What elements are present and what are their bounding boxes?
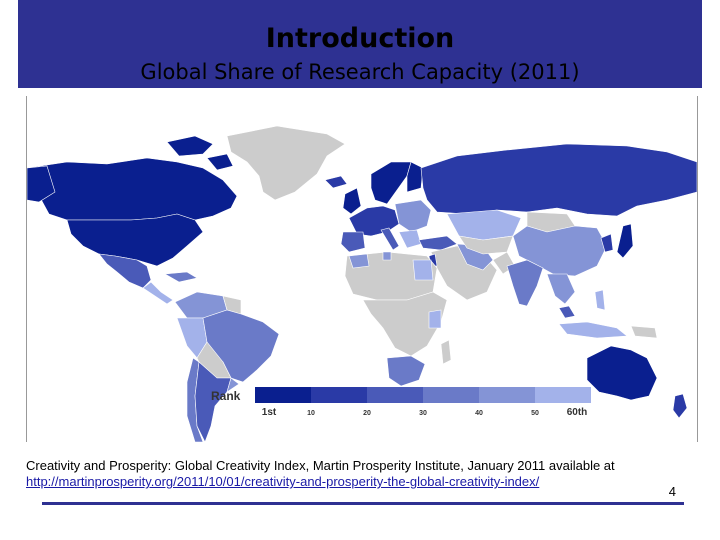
source-link[interactable]: http://martinprosperity.org/2011/10/01/c… (26, 474, 540, 489)
egypt (412, 259, 434, 281)
iceland (324, 175, 348, 189)
kazakhstan (446, 209, 522, 241)
malaysia-singapore (558, 305, 576, 319)
madagascar (440, 339, 452, 365)
scandinavia (370, 161, 412, 205)
legend-tick-label: 20 (363, 410, 371, 417)
australia (586, 345, 658, 401)
canada (27, 157, 238, 221)
balkans (398, 229, 422, 249)
legend-swatch (423, 387, 479, 403)
philippines (594, 289, 606, 311)
turkey (418, 235, 458, 251)
uruguay (226, 377, 240, 393)
greenland (226, 125, 346, 201)
legend-swatch (367, 387, 423, 403)
italy (380, 227, 400, 251)
legend-tick-label: 40 (475, 410, 483, 417)
united-states (66, 213, 204, 267)
russia (420, 143, 697, 217)
arctic-islands (166, 135, 234, 171)
world-map-panel: Rank 1st 10 20 30 40 50 60th (26, 96, 698, 442)
title-banner (18, 0, 702, 88)
alaska (27, 165, 56, 203)
legend-label: Rank (211, 389, 241, 403)
korea (600, 233, 614, 253)
legend-tick-label: 10 (307, 410, 315, 417)
kenya (428, 309, 442, 329)
caribbean (164, 271, 198, 283)
indonesia (558, 321, 628, 339)
argentina (194, 361, 232, 442)
legend-tick-label: 30 (419, 410, 427, 417)
map-legend: Rank 1st 10 20 30 40 50 60th (211, 387, 591, 418)
slide-subtitle: Global Share of Research Capacity (2011) (140, 60, 580, 84)
western-europe (348, 205, 400, 237)
legend-swatch (535, 387, 591, 403)
source-caption: Creativity and Prosperity: Global Creati… (26, 458, 686, 490)
legend-ticks: 1st 10 20 30 40 50 60th (262, 407, 588, 418)
legend-swatches (255, 387, 591, 403)
legend-swatch (255, 387, 311, 403)
slide-title: Introduction (265, 23, 455, 54)
caption-text: Creativity and Prosperity: Global Creati… (26, 458, 615, 473)
papua (630, 325, 658, 339)
central-africa (362, 291, 448, 357)
world-map: Rank 1st 10 20 30 40 50 60th (27, 125, 697, 442)
footer-rule (42, 502, 684, 505)
iberia (340, 231, 366, 253)
central-america (142, 281, 174, 305)
finland (406, 161, 424, 193)
morocco-tunisia (348, 251, 392, 269)
new-zealand (672, 393, 688, 419)
south-africa (386, 355, 426, 387)
southeast-asia (546, 273, 576, 305)
page-number: 4 (668, 484, 676, 499)
legend-tick-label: 60th (567, 407, 588, 418)
india (506, 259, 544, 307)
mexico (98, 253, 152, 289)
japan (616, 223, 634, 259)
legend-tick-label: 50 (531, 410, 539, 417)
eastern-europe (394, 199, 432, 233)
legend-swatch (479, 387, 535, 403)
united-kingdom (342, 187, 362, 215)
legend-swatch (311, 387, 367, 403)
legend-tick-label: 1st (262, 407, 277, 418)
